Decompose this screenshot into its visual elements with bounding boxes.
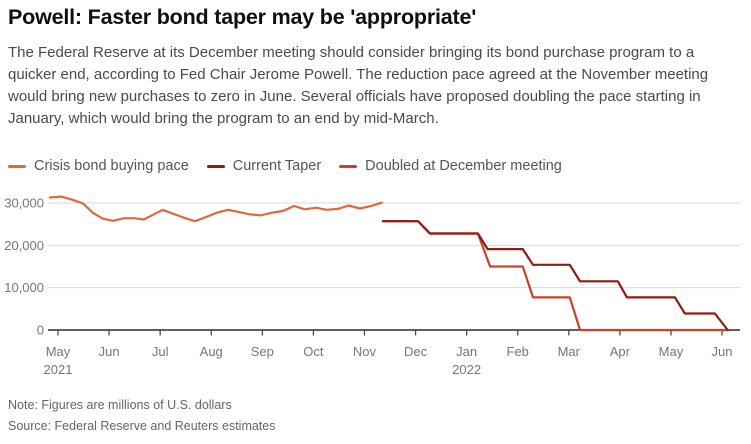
svg-text:Jun: Jun [712, 344, 733, 359]
svg-text:Oct: Oct [303, 344, 324, 359]
svg-text:Aug: Aug [200, 344, 223, 359]
chart-source: Source: Federal Reserve and Reuters esti… [8, 419, 276, 433]
legend-item-label: Doubled at December meeting [365, 158, 562, 174]
svg-text:Apr: Apr [610, 344, 631, 359]
legend-item-crisis-bond-buying-pace: Crisis bond buying pace [8, 158, 189, 174]
svg-text:Mar: Mar [558, 344, 581, 359]
chart-legend: Crisis bond buying pace Current Taper Do… [8, 158, 580, 174]
legend-item-label: Crisis bond buying pace [34, 158, 189, 174]
svg-text:Jul: Jul [152, 344, 169, 359]
legend-item-current-taper: Current Taper [206, 158, 322, 174]
svg-text:10,000: 10,000 [4, 280, 44, 295]
svg-text:May: May [46, 344, 71, 359]
svg-text:2022: 2022 [452, 362, 481, 377]
legend-swatch-doubled [339, 164, 358, 168]
svg-text:Feb: Feb [507, 344, 529, 359]
legend-item-label: Current Taper [232, 158, 322, 174]
svg-text:Nov: Nov [353, 344, 377, 359]
chart-note: Note: Figures are millions of U.S. dolla… [8, 398, 232, 412]
svg-text:Jun: Jun [99, 344, 120, 359]
legend-swatch-current-taper [206, 164, 225, 168]
svg-text:0: 0 [37, 323, 44, 338]
legend-item-doubled-december: Doubled at December meeting [339, 158, 562, 174]
legend-swatch-crisis [8, 164, 26, 168]
svg-text:2021: 2021 [44, 362, 73, 377]
svg-text:Dec: Dec [404, 344, 428, 359]
svg-text:May: May [659, 344, 684, 359]
chart-description: The Federal Reserve at its December meet… [8, 44, 709, 127]
svg-text:20,000: 20,000 [4, 238, 44, 253]
bond-taper-line-chart: 0 10,000 20,000 30,000 May 2021 Jun Jul Aug Sep Oc… [4, 196, 740, 377]
svg-text:Jan: Jan [456, 344, 477, 359]
svg-text:30,000: 30,000 [4, 196, 44, 211]
svg-text:Sep: Sep [251, 344, 274, 359]
page-title: Powell: Faster bond taper may be 'approp… [8, 5, 477, 29]
